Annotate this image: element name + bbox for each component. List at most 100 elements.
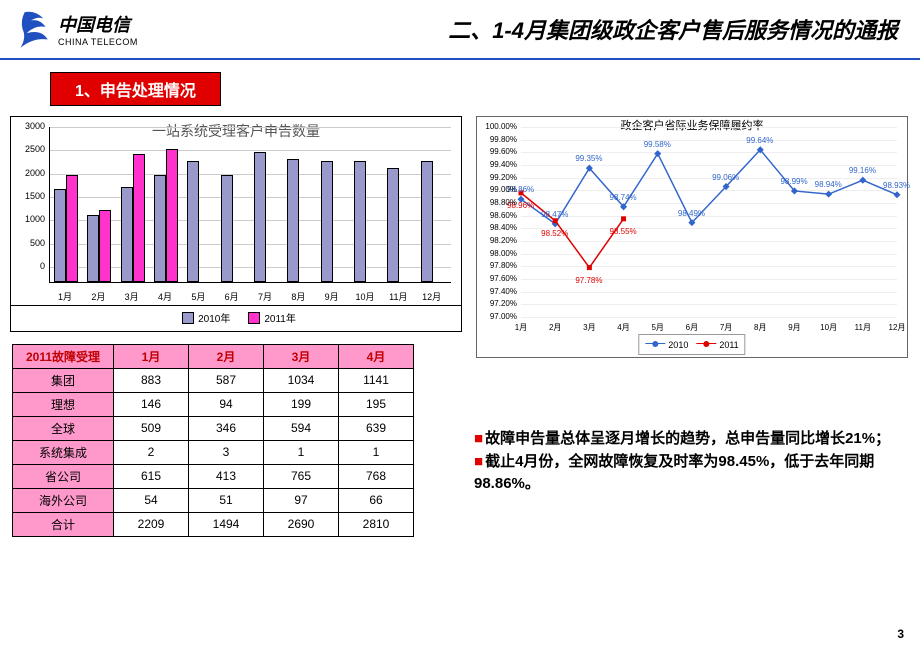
bar-xlabel: 11月 — [386, 290, 410, 303]
bullet-item: 截止4月份，全网故障恢复及时率为98.45%，低于去年同期98.86%。 — [474, 451, 910, 496]
header: 中国电信 CHINA TELECOM 二、1-4月集团级政企客户售后服务情况的通… — [0, 0, 920, 60]
line-ytick: 100.00% — [479, 122, 517, 131]
bar-ytick: 500 — [13, 238, 45, 248]
table-cell: 587 — [189, 368, 264, 392]
table-cell: 2810 — [339, 512, 414, 536]
point-label: 98.47% — [541, 210, 568, 219]
line-xlabel: 3月 — [575, 322, 603, 333]
bar — [221, 175, 233, 282]
table-cell: 理想 — [13, 392, 114, 416]
line-ytick: 99.00% — [479, 185, 517, 194]
bullet-item: 故障申告量总体呈逐月增长的趋势，总申告量同比增长21%； — [474, 428, 910, 451]
table-cell: 2690 — [264, 512, 339, 536]
bar-ytick: 1500 — [13, 191, 45, 201]
line-xlabel: 5月 — [644, 322, 672, 333]
bar-chart: 一站系统受理客户申告数量 0500100015002000250030001月2… — [10, 116, 462, 332]
table-cell: 97 — [264, 488, 339, 512]
line-xlabel: 8月 — [746, 322, 774, 333]
bar-chart-legend: 2010年2011年 — [11, 305, 461, 331]
point-label: 98.74% — [610, 193, 637, 202]
table-cell: 3 — [189, 440, 264, 464]
bar-xlabel: 8月 — [286, 290, 310, 303]
table-cell: 1034 — [264, 368, 339, 392]
line-ytick: 97.20% — [479, 299, 517, 308]
bar-xlabel: 9月 — [320, 290, 344, 303]
line-ytick: 97.00% — [479, 312, 517, 321]
table-cell: 199 — [264, 392, 339, 416]
bullet-list: 故障申告量总体呈逐月增长的趋势，总申告量同比增长21%；截止4月份，全网故障恢复… — [470, 428, 910, 496]
point-label: 98.49% — [678, 209, 705, 218]
line-ytick: 99.80% — [479, 135, 517, 144]
point-label: 97.78% — [575, 276, 602, 285]
bar-xlabel: 12月 — [420, 290, 444, 303]
table-cell: 615 — [114, 464, 189, 488]
bar-xlabel: 4月 — [153, 290, 177, 303]
table-cell: 1 — [339, 440, 414, 464]
fault-table: 2011故障受理1月2月3月4月集团88358710341141理想146941… — [12, 344, 414, 537]
table-cell: 66 — [339, 488, 414, 512]
line-ytick: 99.60% — [479, 147, 517, 156]
line-ytick: 99.20% — [479, 173, 517, 182]
logo-en-text: CHINA TELECOM — [58, 37, 138, 47]
point-label: 99.58% — [644, 140, 671, 149]
line-xlabel: 9月 — [780, 322, 808, 333]
bar — [321, 161, 333, 282]
point-label: 98.94% — [815, 180, 842, 189]
table-cell: 海外公司 — [13, 488, 114, 512]
line-ytick: 99.40% — [479, 160, 517, 169]
table-cell: 集团 — [13, 368, 114, 392]
bar — [66, 175, 78, 282]
table-cell: 1 — [264, 440, 339, 464]
table-header: 2月 — [189, 344, 264, 368]
table-cell: 195 — [339, 392, 414, 416]
table-header: 2011故障受理 — [13, 344, 114, 368]
bar-ytick: 0 — [13, 261, 45, 271]
bar-xlabel: 2月 — [86, 290, 110, 303]
page-number: 3 — [897, 627, 904, 641]
section-tab: 1、申告处理情况 — [50, 72, 221, 106]
bar — [166, 149, 178, 282]
table-cell: 系统集成 — [13, 440, 114, 464]
bar — [421, 161, 433, 282]
point-label: 98.52% — [541, 229, 568, 238]
bar — [87, 215, 99, 282]
table-cell: 54 — [114, 488, 189, 512]
line-xlabel: 12月 — [883, 322, 911, 333]
table-cell: 146 — [114, 392, 189, 416]
table-cell: 765 — [264, 464, 339, 488]
bar-xlabel: 7月 — [253, 290, 277, 303]
bar — [154, 175, 166, 282]
line-xlabel: 10月 — [815, 322, 843, 333]
bar-xlabel: 5月 — [186, 290, 210, 303]
china-telecom-icon — [12, 8, 54, 50]
bar-xlabel: 1月 — [53, 290, 77, 303]
table-cell: 1141 — [339, 368, 414, 392]
line-ytick: 98.80% — [479, 198, 517, 207]
logo-cn-text: 中国电信 — [58, 11, 138, 37]
table-header: 3月 — [264, 344, 339, 368]
table-cell: 594 — [264, 416, 339, 440]
bar-ytick: 2000 — [13, 168, 45, 178]
page-title: 二、1-4月集团级政企客户售后服务情况的通报 — [448, 13, 898, 45]
bar-ytick: 2500 — [13, 144, 45, 154]
line-ytick: 98.20% — [479, 236, 517, 245]
point-label: 99.16% — [849, 166, 876, 175]
line-ytick: 98.00% — [479, 249, 517, 258]
table-header: 4月 — [339, 344, 414, 368]
point-label: 98.93% — [883, 181, 910, 190]
bar-ytick: 3000 — [13, 121, 45, 131]
bar-ytick: 1000 — [13, 214, 45, 224]
table-cell: 2 — [114, 440, 189, 464]
bar — [287, 159, 299, 282]
bar — [387, 168, 399, 282]
line-xlabel: 6月 — [678, 322, 706, 333]
table-cell: 509 — [114, 416, 189, 440]
line-ytick: 97.60% — [479, 274, 517, 283]
line-ytick: 97.40% — [479, 287, 517, 296]
table-cell: 省公司 — [13, 464, 114, 488]
bar — [54, 189, 66, 282]
table-cell: 全球 — [13, 416, 114, 440]
table-cell: 94 — [189, 392, 264, 416]
table-cell: 639 — [339, 416, 414, 440]
line-ytick: 98.40% — [479, 223, 517, 232]
